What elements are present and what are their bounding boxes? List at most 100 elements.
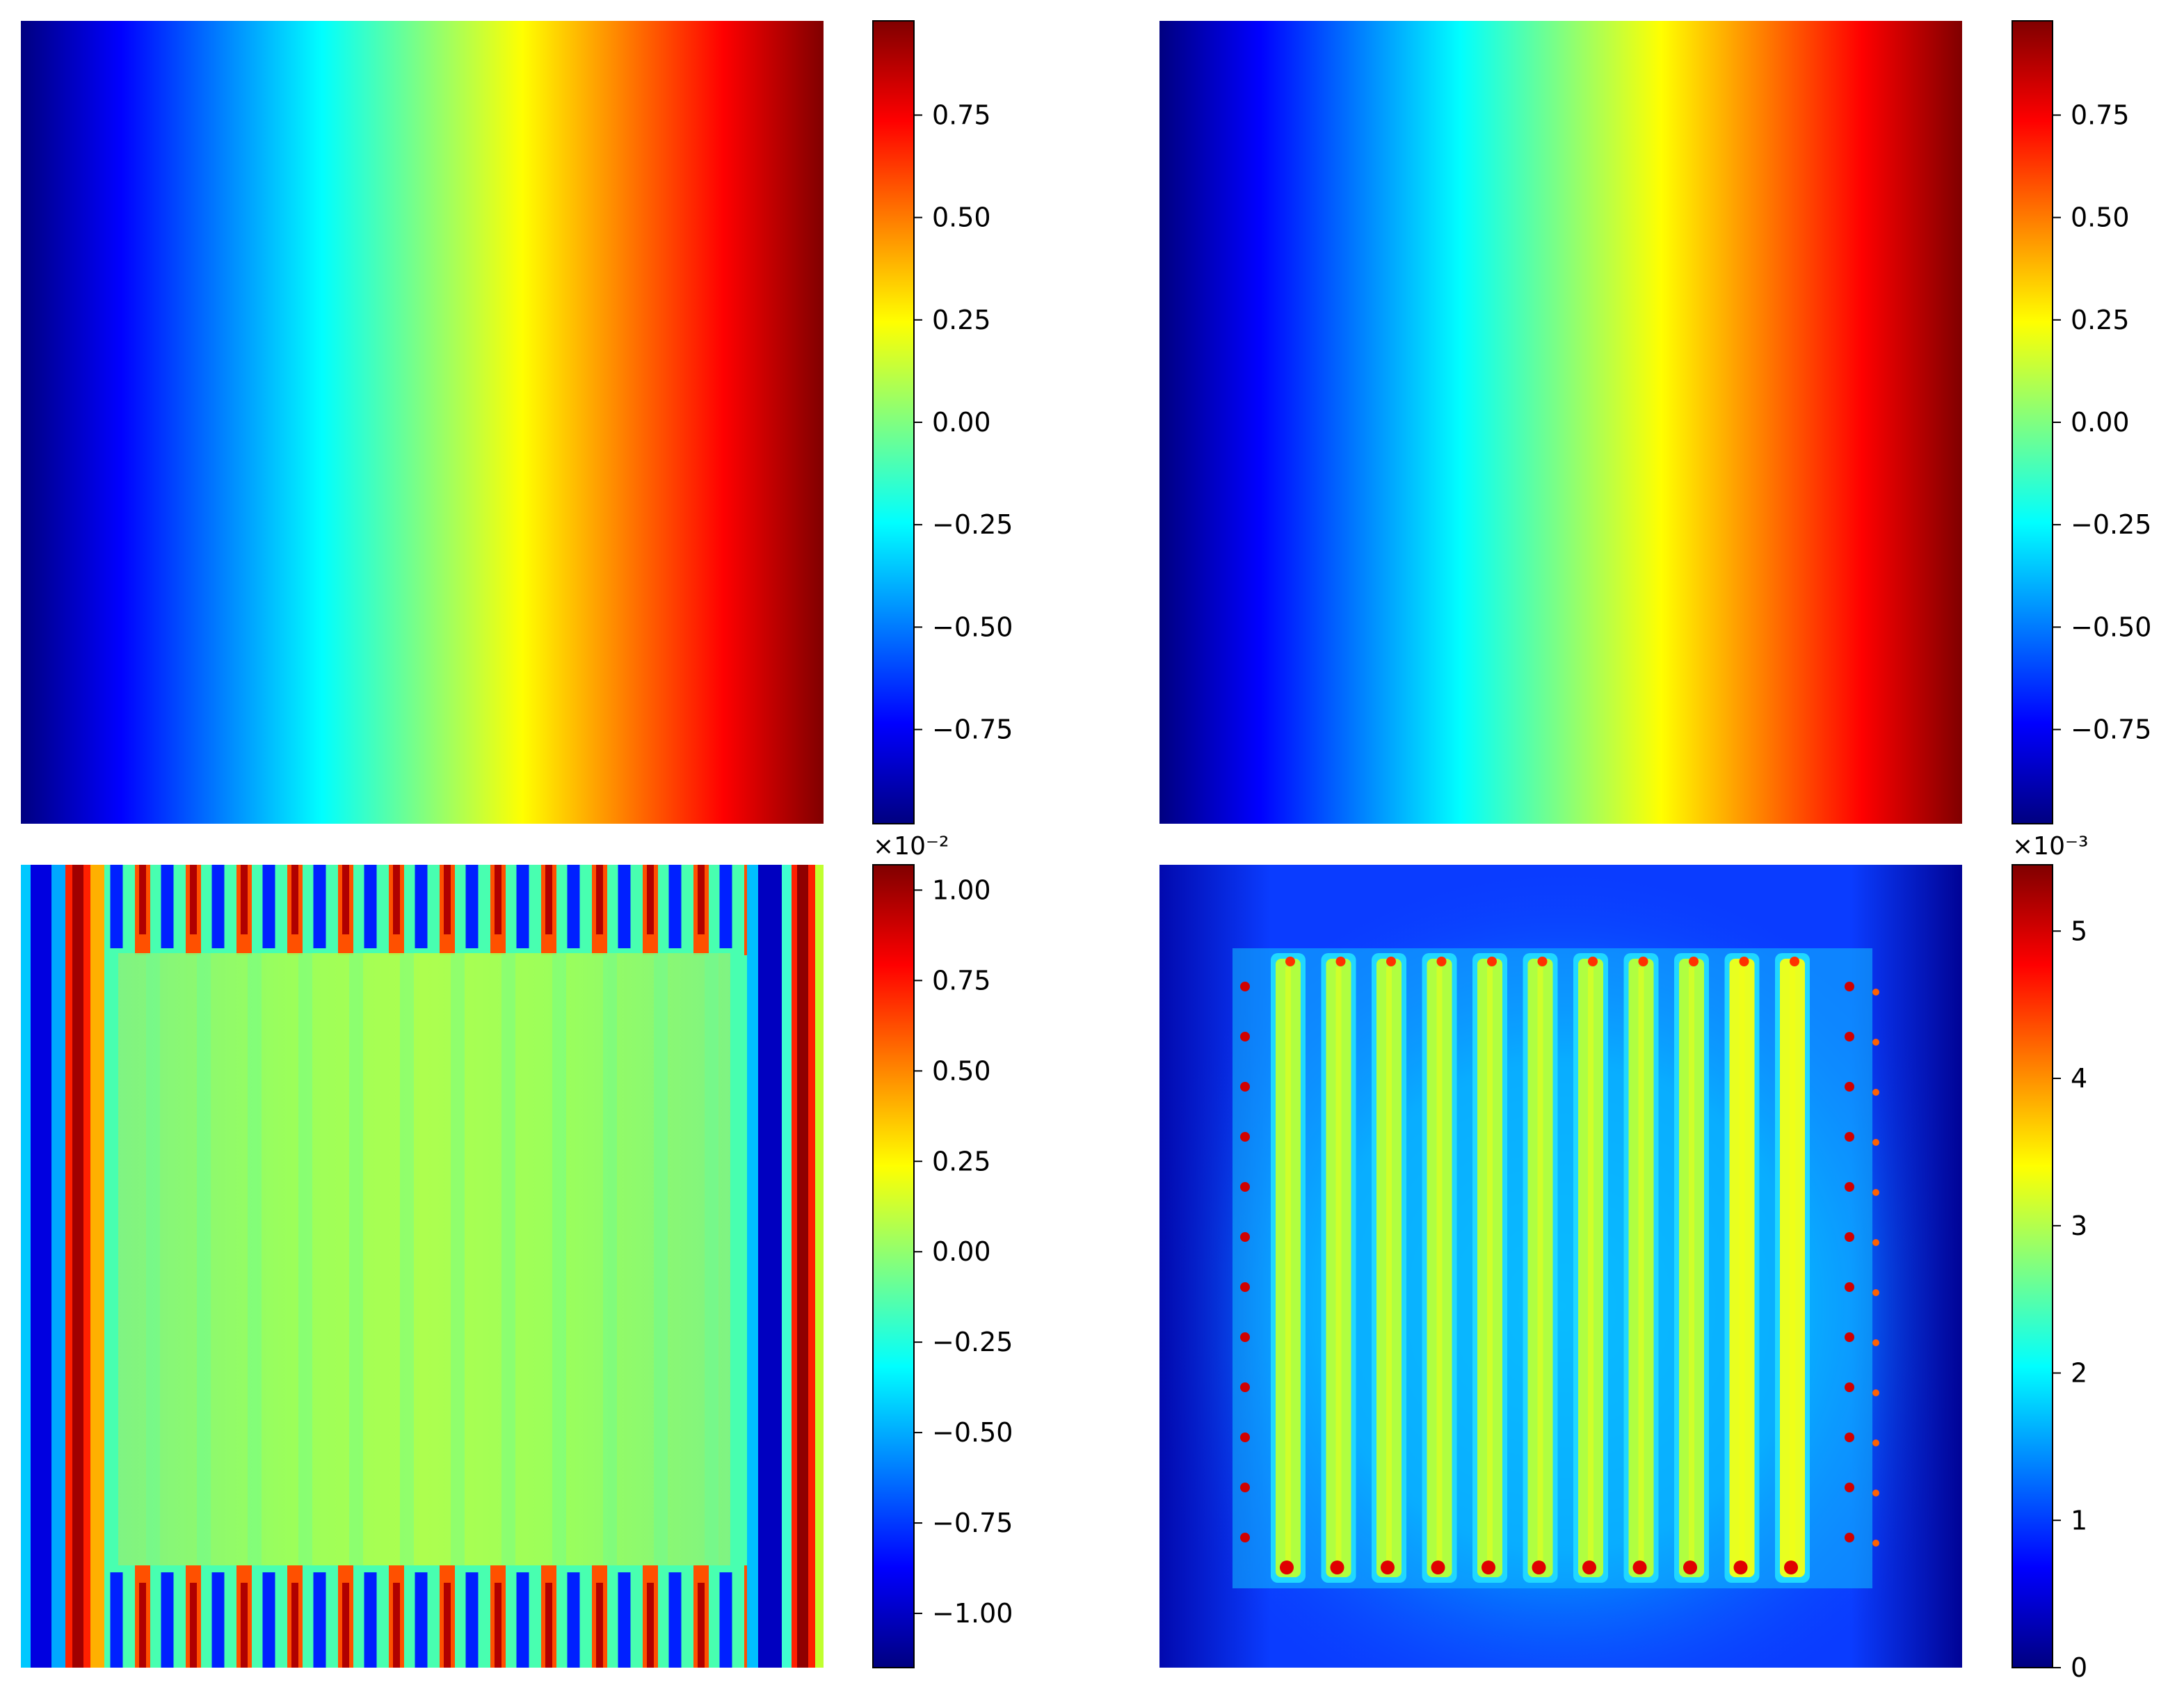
hot-spot [1872, 1239, 1879, 1246]
colorbar-offset-text: ×10⁻² [873, 832, 949, 861]
hot-spot [1482, 1561, 1495, 1574]
hot-spot [1436, 957, 1447, 966]
stripe-cold [668, 865, 682, 948]
colorbar-tick-label: 0.25 [2071, 305, 2130, 335]
hot-spot [1845, 1232, 1854, 1242]
hot-spot [1845, 1082, 1854, 1092]
hot-spot [1845, 982, 1854, 991]
hot-spot [1240, 1483, 1250, 1492]
colorbar-tick-label: 0.25 [932, 1146, 991, 1176]
colorbar-ticks: 0.75 0.50 0.25 0.00 −0.25 −0.50 −0.75 [2053, 99, 2151, 745]
colorbar-gradient [872, 864, 915, 1668]
hot-spot [1240, 1082, 1250, 1092]
hot-spot [1588, 957, 1598, 966]
heatmap-image [1159, 21, 1962, 824]
hot-spot [1638, 957, 1648, 966]
colorbar-tick-label: −0.50 [932, 612, 1013, 642]
colorbar-gradient [872, 20, 915, 824]
edge-bands [21, 865, 824, 1668]
hot-spot [1240, 1132, 1250, 1142]
hot-spot [1240, 1533, 1250, 1542]
stripe-cold [211, 865, 225, 948]
hot-spot [1431, 1561, 1445, 1574]
colorbar-tick-label: −0.75 [932, 1508, 1013, 1538]
stripe-cold [313, 865, 326, 948]
stripe-cold [161, 865, 174, 948]
colorbar-tick-label: −0.50 [2071, 612, 2151, 642]
hot-spot [1872, 1389, 1879, 1396]
hot-spot [1240, 1332, 1250, 1342]
panel-top-right: 0.75 0.50 0.25 0.00 −0.25 −0.50 −0.75 [1159, 20, 2151, 824]
stripe-cold [364, 1572, 377, 1668]
colorbar-tick-label: 5 [2071, 916, 2087, 946]
hot-spot [1632, 1561, 1647, 1574]
hot-spot [1845, 1332, 1854, 1342]
panel-top-left: 0.75 0.50 0.25 0.00 −0.25 −0.50 −0.75 [21, 20, 1013, 824]
colorbar-tick-label: 0.75 [2071, 99, 2130, 130]
hot-spot [1872, 1189, 1879, 1196]
colorbar-tick-label: 2 [2071, 1358, 2087, 1389]
hot-spot [1872, 1439, 1879, 1446]
colorbar: 0.75 0.50 0.25 0.00 −0.25 −0.50 −0.75 [872, 20, 1013, 824]
colorbar-tick-label: 4 [2071, 1063, 2087, 1094]
hot-spot [1240, 1032, 1250, 1041]
stripe-cold [719, 1572, 732, 1668]
heatmap-image [1159, 865, 1962, 1668]
hot-spot [1240, 1232, 1250, 1242]
hot-spot [1872, 1089, 1879, 1096]
colorbar-ticks: 5 4 3 2 1 0 [2053, 916, 2087, 1683]
stripe-cold [516, 865, 529, 948]
colorbar-gradient [2012, 864, 2053, 1668]
hot-spot [1240, 982, 1250, 991]
stripe-cold [262, 865, 275, 948]
stripe-array [1232, 948, 1872, 1588]
colorbar-tick-label: 0.25 [932, 305, 991, 335]
stripe-cold [161, 1572, 174, 1668]
stripe-cold [313, 1572, 326, 1668]
stripe-cold [516, 1572, 529, 1668]
stripe-cold [110, 1572, 123, 1668]
stripe-cold [465, 1572, 479, 1668]
hot-spot [1537, 957, 1548, 966]
colorbar-tick-label: 0 [2071, 1652, 2087, 1683]
hot-spot [1872, 989, 1879, 996]
stripe-cold [262, 1572, 275, 1668]
hot-spot [1240, 1282, 1250, 1292]
colorbar-tick-label: 0.00 [2071, 407, 2130, 438]
hot-spot [1845, 1182, 1854, 1192]
stripe-cold [567, 865, 580, 948]
stripe-cold [618, 865, 631, 948]
hot-spot [1872, 1039, 1879, 1046]
hot-spot [1845, 1432, 1854, 1442]
hot-spot [1739, 957, 1749, 966]
hot-spot [1582, 1561, 1596, 1574]
hot-spot [1240, 1432, 1250, 1442]
colorbar-ticks: 1.00 0.75 0.50 0.25 0.00 −0.25 −0.50 −0.75 −1.00 [914, 875, 1013, 1629]
colorbar-tick-label: −0.50 [932, 1417, 1013, 1448]
colorbar: 5 4 3 2 1 0 ×10⁻³ [2012, 832, 2088, 1683]
hot-spot [1845, 1483, 1854, 1492]
hot-spot [1487, 957, 1497, 966]
hot-spot [1335, 957, 1346, 966]
stripe-cold [110, 865, 123, 948]
hot-spot [1240, 1182, 1250, 1192]
stripe-cold [668, 1572, 682, 1668]
hot-spot [1784, 1561, 1798, 1574]
colorbar-ticks: 0.75 0.50 0.25 0.00 −0.25 −0.50 −0.75 [914, 99, 1013, 745]
hot-spot [1845, 1382, 1854, 1392]
colorbar-tick-label: −1.00 [932, 1598, 1013, 1629]
colorbar-tick-label: 0.75 [932, 99, 991, 130]
hot-spot [1330, 1561, 1344, 1574]
colorbar: 1.00 0.75 0.50 0.25 0.00 −0.25 −0.50 −0.75 −1.00… [872, 832, 1013, 1668]
stripe-cold [415, 1572, 428, 1668]
hot-spot [1845, 1282, 1854, 1292]
stripe-cold [719, 865, 732, 948]
panel-bottom-right: 5 4 3 2 1 0 ×10⁻³ [1159, 832, 2088, 1683]
stripe-cold [618, 1572, 631, 1668]
stripe-cold [465, 865, 479, 948]
colorbar-tick-label: 3 [2071, 1211, 2087, 1241]
colorbar-tick-label: 0.50 [932, 202, 991, 233]
colorbar-tick-label: −0.75 [2071, 715, 2151, 745]
hot-spot [1872, 1339, 1879, 1346]
